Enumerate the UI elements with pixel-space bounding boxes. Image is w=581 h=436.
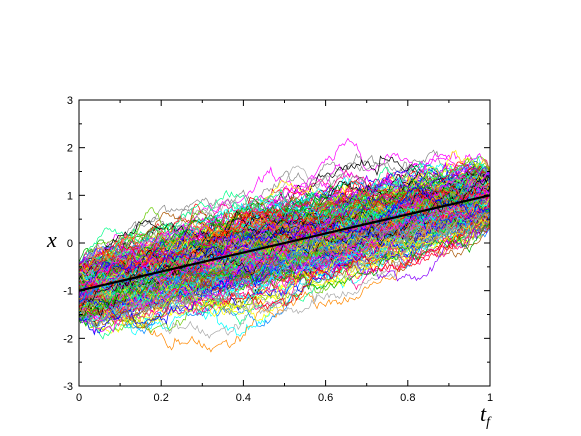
trajectory-line <box>78 185 491 286</box>
trajectory-line <box>78 211 491 310</box>
y-ticks: -3 -2 -1 0 1 2 3 <box>63 95 490 393</box>
trajectory-line <box>78 188 491 294</box>
trajectory-line <box>78 223 491 319</box>
trajectory-line <box>78 170 491 302</box>
trajectory-line <box>78 170 491 269</box>
trajectory-line <box>78 163 491 275</box>
y-axis-label: x <box>46 227 57 252</box>
x-axis-label: tf <box>480 401 492 430</box>
trajectory-line <box>78 153 491 270</box>
trajectory-layer <box>78 137 491 353</box>
y-tick-label: -1 <box>63 286 73 298</box>
trajectory-line <box>78 185 491 300</box>
trajectory-line <box>78 207 491 325</box>
x-tick-label: 0.2 <box>154 392 169 404</box>
y-tick-label: 3 <box>67 95 73 107</box>
trajectory-line <box>78 213 491 270</box>
trajectory-line <box>78 173 491 322</box>
x-axis-label-group: tf <box>480 401 492 430</box>
trajectory-line <box>78 180 491 309</box>
x-tick-label: 0.6 <box>318 392 333 404</box>
y-tick-label: 2 <box>67 143 73 155</box>
x-tick-label: 0.8 <box>400 392 415 404</box>
trajectory-line <box>78 162 491 268</box>
trajectory-line <box>78 185 491 288</box>
x-ticks: 0 0.2 0.4 0.6 0.8 1 <box>76 100 493 404</box>
trajectory-line <box>78 201 491 316</box>
mean-line-layer <box>78 194 491 292</box>
x-tick-label: 1 <box>487 392 493 404</box>
y-tick-label: -2 <box>63 333 73 345</box>
mean-line <box>78 194 491 292</box>
trajectory-line <box>78 220 491 322</box>
y-tick-label: -3 <box>63 381 73 393</box>
trajectory-line <box>78 183 491 299</box>
trajectory-line <box>78 198 491 330</box>
trajectory-line <box>78 189 491 304</box>
trajectory-line <box>78 177 491 284</box>
x-axis-label-base: t <box>480 401 487 426</box>
x-tick-label: 0 <box>76 392 82 404</box>
trajectory-line <box>78 156 491 310</box>
x-axis-label-subscript: f <box>486 415 492 430</box>
y-tick-label: 1 <box>67 190 73 202</box>
trajectory-line <box>78 213 491 317</box>
y-tick-label: 0 <box>67 238 73 250</box>
x-tick-label: 0.4 <box>236 392 251 404</box>
trajectory-line <box>78 219 491 330</box>
